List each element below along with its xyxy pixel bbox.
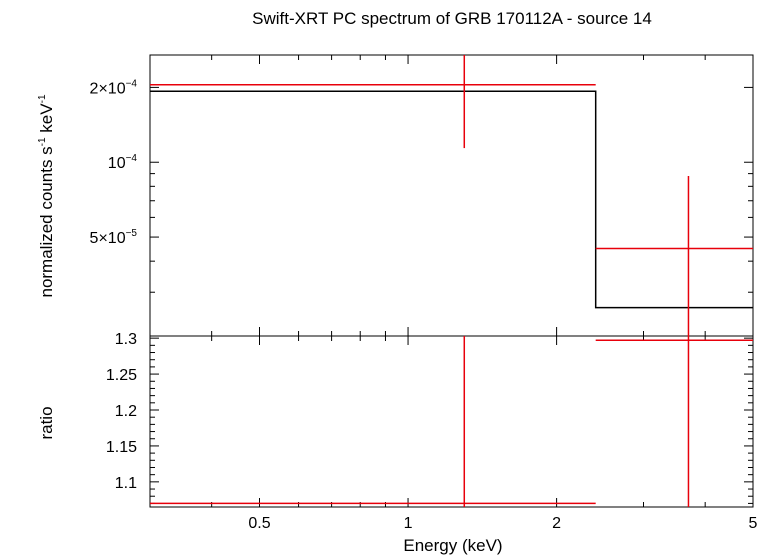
y-axis-label-bottom: ratio (37, 406, 56, 439)
axis-ticks (149, 55, 754, 507)
x-tick-label: 0.5 (248, 515, 270, 532)
y-tick-label: 5×10−5 (90, 228, 138, 247)
y-tick-label: 1.15 (106, 439, 137, 456)
y-tick-label: 10−4 (108, 153, 138, 172)
x-axis-label: Energy (keV) (403, 536, 502, 555)
y-axis-label-top: normalized counts s-1 keV-1 (37, 94, 56, 297)
x-tick-label: 2 (552, 515, 561, 532)
data-marks (150, 55, 753, 507)
top-panel-frame (149, 54, 754, 337)
bottom-panel-frame (149, 335, 754, 508)
y-tick-label: 1.2 (115, 403, 137, 420)
y-tick-label: 1.1 (115, 475, 137, 492)
y-tick-label: 2×10−4 (90, 78, 138, 97)
x-tick-label: 5 (749, 515, 758, 532)
axis-tick-labels: 0.5 1 2 5 2×10−4 10−4 5×10−5 1.3 1.25 1.2 1.15 1.1 (90, 78, 758, 532)
x-tick-label: 1 (404, 515, 413, 532)
y-tick-label: 1.3 (115, 331, 137, 348)
y-tick-label: 1.25 (106, 367, 137, 384)
chart-title: Swift-XRT PC spectrum of GRB 170112A - s… (252, 9, 652, 28)
model-step-line (150, 90, 753, 309)
